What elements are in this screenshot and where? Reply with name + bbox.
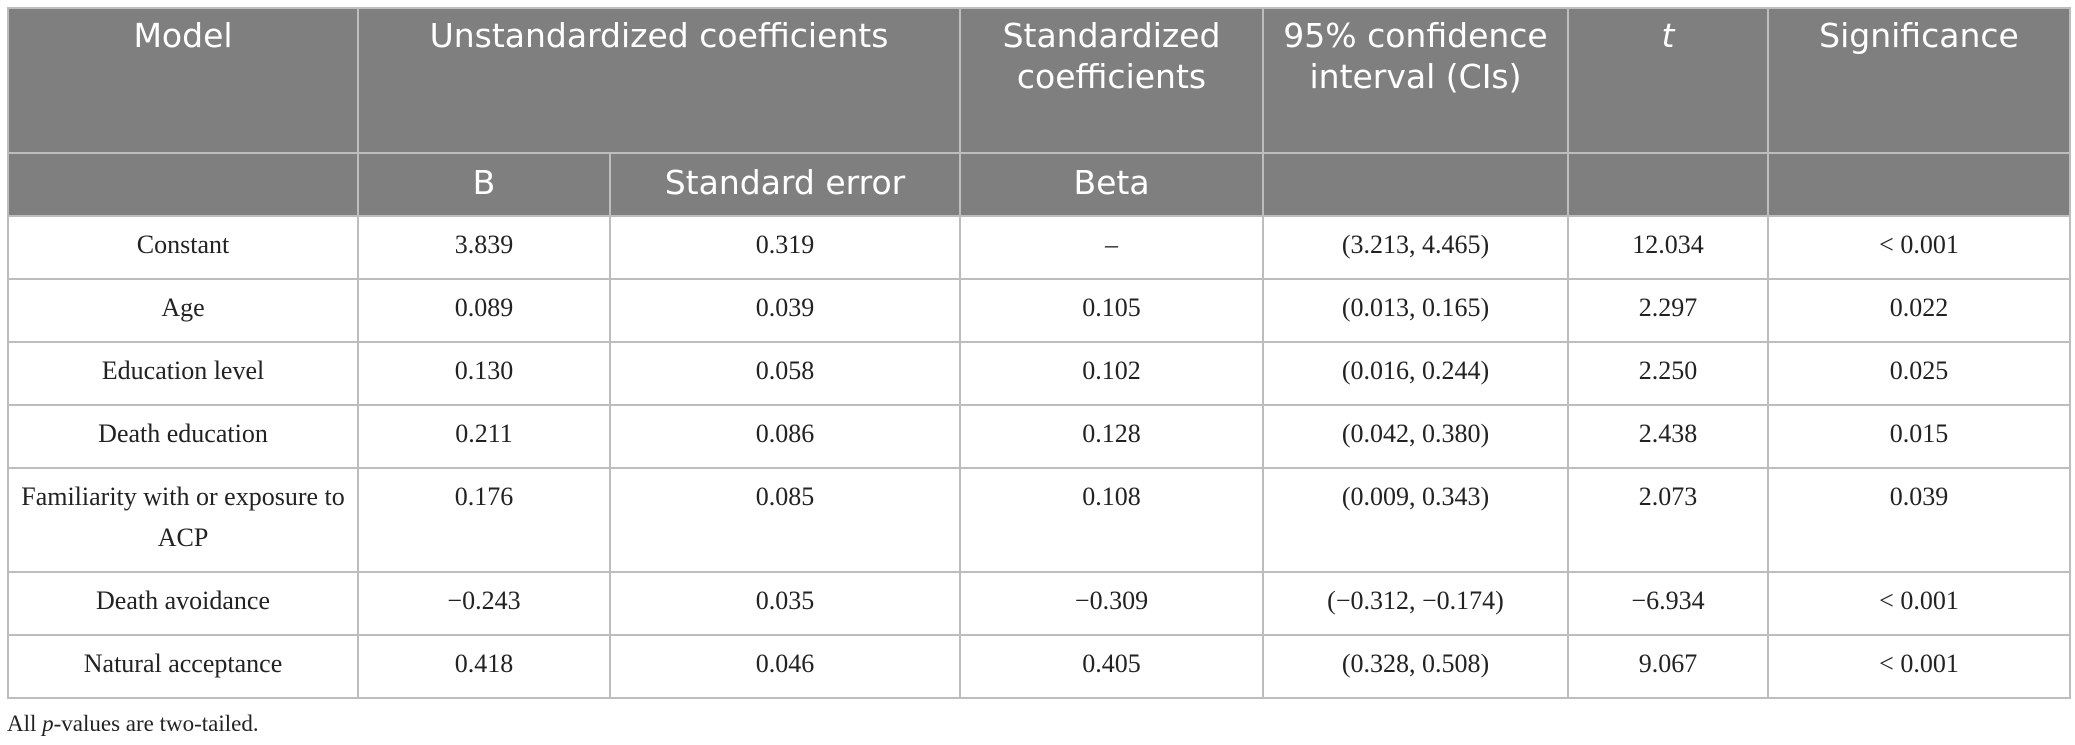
cell-sig: 0.025 <box>1767 341 2071 406</box>
regression-table: Model Unstandardized coefficients Standa… <box>7 7 2071 699</box>
cell-model: Natural acceptance <box>7 634 359 699</box>
cell-ci: (0.042, 0.380) <box>1262 404 1569 469</box>
cell-b: −0.243 <box>357 571 611 636</box>
cell-sig: < 0.001 <box>1767 634 2071 699</box>
table-footnote: All p-values are two-tailed. <box>7 711 259 737</box>
cell-t: 2.297 <box>1567 278 1769 343</box>
cell-ci: (0.013, 0.165) <box>1262 278 1569 343</box>
cell-se: 0.086 <box>609 404 961 469</box>
table-row: Education level 0.130 0.058 0.102 (0.016… <box>7 341 2071 406</box>
header-model: Model <box>7 7 359 154</box>
subheader-beta: Beta <box>959 152 1264 217</box>
cell-t: 2.073 <box>1567 467 1769 573</box>
cell-t: 12.034 <box>1567 215 1769 280</box>
cell-model: Death education <box>7 404 359 469</box>
cell-t: 9.067 <box>1567 634 1769 699</box>
subheader-empty-ci <box>1262 152 1569 217</box>
regression-table-container: Model Unstandardized coefficients Standa… <box>7 7 2071 699</box>
table-row: Death education 0.211 0.086 0.128 (0.042… <box>7 404 2071 469</box>
cell-sig: < 0.001 <box>1767 215 2071 280</box>
cell-se: 0.058 <box>609 341 961 406</box>
cell-beta: 0.105 <box>959 278 1264 343</box>
cell-ci: (3.213, 4.465) <box>1262 215 1569 280</box>
cell-ci: (0.328, 0.508) <box>1262 634 1569 699</box>
subheader-standard-error: Standard error <box>609 152 961 217</box>
cell-beta: 0.102 <box>959 341 1264 406</box>
cell-b: 3.839 <box>357 215 611 280</box>
cell-ci: (0.016, 0.244) <box>1262 341 1569 406</box>
cell-model: Constant <box>7 215 359 280</box>
cell-se: 0.319 <box>609 215 961 280</box>
table-row: Natural acceptance 0.418 0.046 0.405 (0.… <box>7 634 2071 699</box>
subheader-empty-significance <box>1767 152 2071 217</box>
header-t: t <box>1567 7 1769 154</box>
cell-beta: 0.108 <box>959 467 1264 573</box>
cell-model: Death avoidance <box>7 571 359 636</box>
cell-t: −6.934 <box>1567 571 1769 636</box>
cell-t: 2.250 <box>1567 341 1769 406</box>
cell-b: 0.130 <box>357 341 611 406</box>
header-unstandardized: Unstandardized coefficients <box>357 7 961 154</box>
cell-ci: (0.009, 0.343) <box>1262 467 1569 573</box>
footnote-p-symbol: p <box>42 711 54 736</box>
table-row: Constant 3.839 0.319 – (3.213, 4.465) 12… <box>7 215 2071 280</box>
cell-ci: (−0.312, −0.174) <box>1262 571 1569 636</box>
cell-beta: −0.309 <box>959 571 1264 636</box>
header-significance: Significance <box>1767 7 2071 154</box>
cell-beta: 0.405 <box>959 634 1264 699</box>
cell-b: 0.089 <box>357 278 611 343</box>
table-row: Familiarity with or exposure to ACP 0.17… <box>7 467 2071 573</box>
footnote-prefix: All <box>7 711 43 736</box>
cell-b: 0.176 <box>357 467 611 573</box>
cell-sig: 0.039 <box>1767 467 2071 573</box>
cell-se: 0.046 <box>609 634 961 699</box>
cell-se: 0.085 <box>609 467 961 573</box>
subheader-empty-t <box>1567 152 1769 217</box>
subheader-empty-model <box>7 152 359 217</box>
cell-se: 0.035 <box>609 571 961 636</box>
table-row: Death avoidance −0.243 0.035 −0.309 (−0.… <box>7 571 2071 636</box>
cell-beta: 0.128 <box>959 404 1264 469</box>
cell-model: Familiarity with or exposure to ACP <box>7 467 359 573</box>
header-standardized: Standardized coefficients <box>959 7 1264 154</box>
cell-se: 0.039 <box>609 278 961 343</box>
cell-sig: < 0.001 <box>1767 571 2071 636</box>
subheader-b: B <box>357 152 611 217</box>
cell-model: Age <box>7 278 359 343</box>
table-row: Age 0.089 0.039 0.105 (0.013, 0.165) 2.2… <box>7 278 2071 343</box>
cell-model: Education level <box>7 341 359 406</box>
cell-b: 0.418 <box>357 634 611 699</box>
header-ci: 95% confidence interval (CIs) <box>1262 7 1569 154</box>
cell-sig: 0.015 <box>1767 404 2071 469</box>
subheader-row: B Standard error Beta <box>7 152 2071 217</box>
cell-t: 2.438 <box>1567 404 1769 469</box>
cell-b: 0.211 <box>357 404 611 469</box>
cell-beta: – <box>959 215 1264 280</box>
cell-sig: 0.022 <box>1767 278 2071 343</box>
header-row: Model Unstandardized coefficients Standa… <box>7 7 2071 154</box>
footnote-suffix: -values are two-tailed. <box>53 711 259 736</box>
